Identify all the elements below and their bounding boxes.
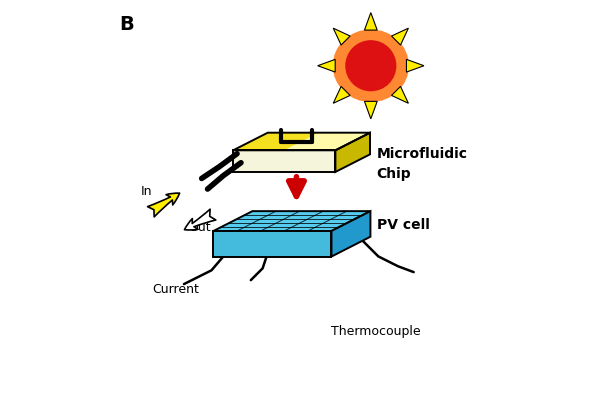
Text: Out: Out xyxy=(188,221,211,233)
Text: Thermocouple: Thermocouple xyxy=(331,325,421,338)
Polygon shape xyxy=(406,59,424,72)
Polygon shape xyxy=(284,133,370,150)
Text: Chip: Chip xyxy=(377,167,412,181)
Ellipse shape xyxy=(333,30,409,102)
Polygon shape xyxy=(333,28,350,45)
Ellipse shape xyxy=(345,40,397,91)
Polygon shape xyxy=(331,211,370,257)
Polygon shape xyxy=(392,28,409,45)
Text: Current: Current xyxy=(152,284,199,296)
Polygon shape xyxy=(333,87,350,103)
Polygon shape xyxy=(364,101,377,119)
Text: Microfluidic: Microfluidic xyxy=(377,147,468,161)
Polygon shape xyxy=(392,87,409,103)
Polygon shape xyxy=(233,150,335,172)
Polygon shape xyxy=(335,133,370,172)
Polygon shape xyxy=(214,231,331,257)
Text: B: B xyxy=(119,15,134,34)
Text: In: In xyxy=(140,185,152,198)
Polygon shape xyxy=(233,133,319,150)
Polygon shape xyxy=(364,13,377,30)
Polygon shape xyxy=(214,211,370,231)
Text: PV cell: PV cell xyxy=(377,218,430,232)
Polygon shape xyxy=(318,59,335,72)
